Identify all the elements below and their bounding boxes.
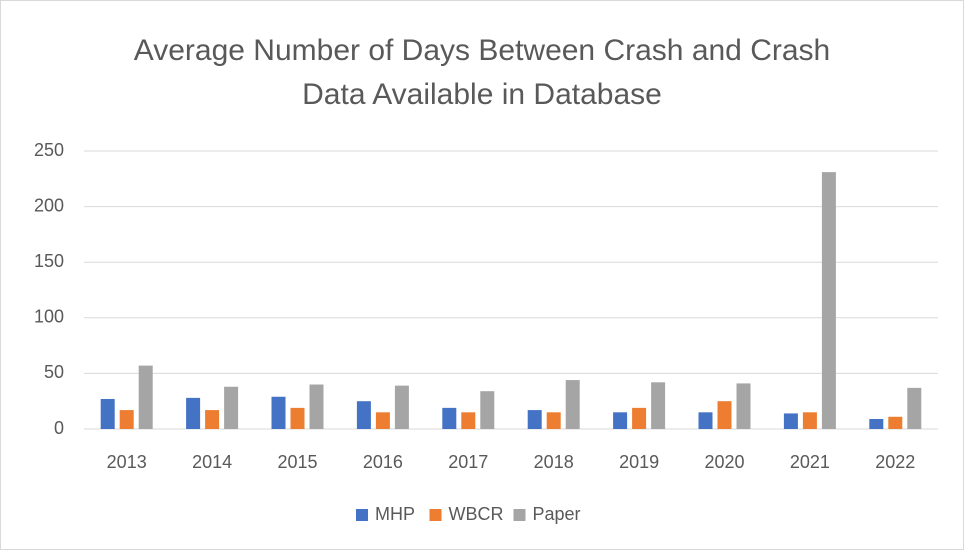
x-tick-label: 2022 <box>875 452 915 472</box>
bar <box>224 386 239 429</box>
bar <box>821 172 836 430</box>
bar <box>907 387 922 429</box>
bar <box>717 401 732 429</box>
bar <box>375 412 390 429</box>
bar <box>442 407 457 429</box>
bar <box>783 413 798 429</box>
bar <box>119 410 134 429</box>
x-tick-label: 2013 <box>107 452 147 472</box>
bar <box>356 401 371 429</box>
title-box: Average Number of Days Between Crash and… <box>1 29 963 117</box>
bar <box>613 412 628 429</box>
bar <box>869 418 884 429</box>
bar <box>271 396 286 429</box>
y-tick-label: 100 <box>34 307 64 327</box>
legend-swatch <box>429 509 442 521</box>
bar <box>546 412 561 429</box>
bar <box>100 398 115 429</box>
y-tick-label: 0 <box>54 418 64 438</box>
bar <box>480 391 495 429</box>
legend-label: WBCR <box>449 504 504 524</box>
y-tick-label: 200 <box>34 195 64 215</box>
x-tick-label: 2019 <box>619 452 659 472</box>
x-tick-label: 2014 <box>192 452 232 472</box>
legend-label: MHP <box>375 504 415 524</box>
x-tick-label: 2016 <box>363 452 403 472</box>
y-tick-label: 150 <box>34 251 64 271</box>
x-tick-label: 2020 <box>704 452 744 472</box>
bar <box>461 412 476 429</box>
y-tick-label: 50 <box>44 362 64 382</box>
x-tick-label: 2015 <box>277 452 317 472</box>
bar <box>290 407 305 429</box>
bar <box>802 412 817 429</box>
bar <box>888 416 903 429</box>
x-tick-label: 2017 <box>448 452 488 472</box>
bar <box>736 383 751 429</box>
bar <box>205 410 220 429</box>
bar <box>651 382 666 429</box>
bar <box>632 407 647 429</box>
x-tick-label: 2021 <box>790 452 830 472</box>
legend-swatch <box>356 509 368 521</box>
bar <box>698 412 713 429</box>
bar <box>565 380 580 429</box>
bar <box>394 385 409 429</box>
x-tick-label: 2018 <box>534 452 574 472</box>
bar <box>138 365 153 429</box>
bar <box>527 410 542 429</box>
y-tick-label: 250 <box>34 140 64 160</box>
bar <box>309 384 324 429</box>
chart-title: Average Number of Days Between Crash and… <box>133 34 831 111</box>
bar <box>186 397 201 429</box>
legend-swatch <box>513 509 526 521</box>
legend-label: Paper <box>533 504 581 524</box>
